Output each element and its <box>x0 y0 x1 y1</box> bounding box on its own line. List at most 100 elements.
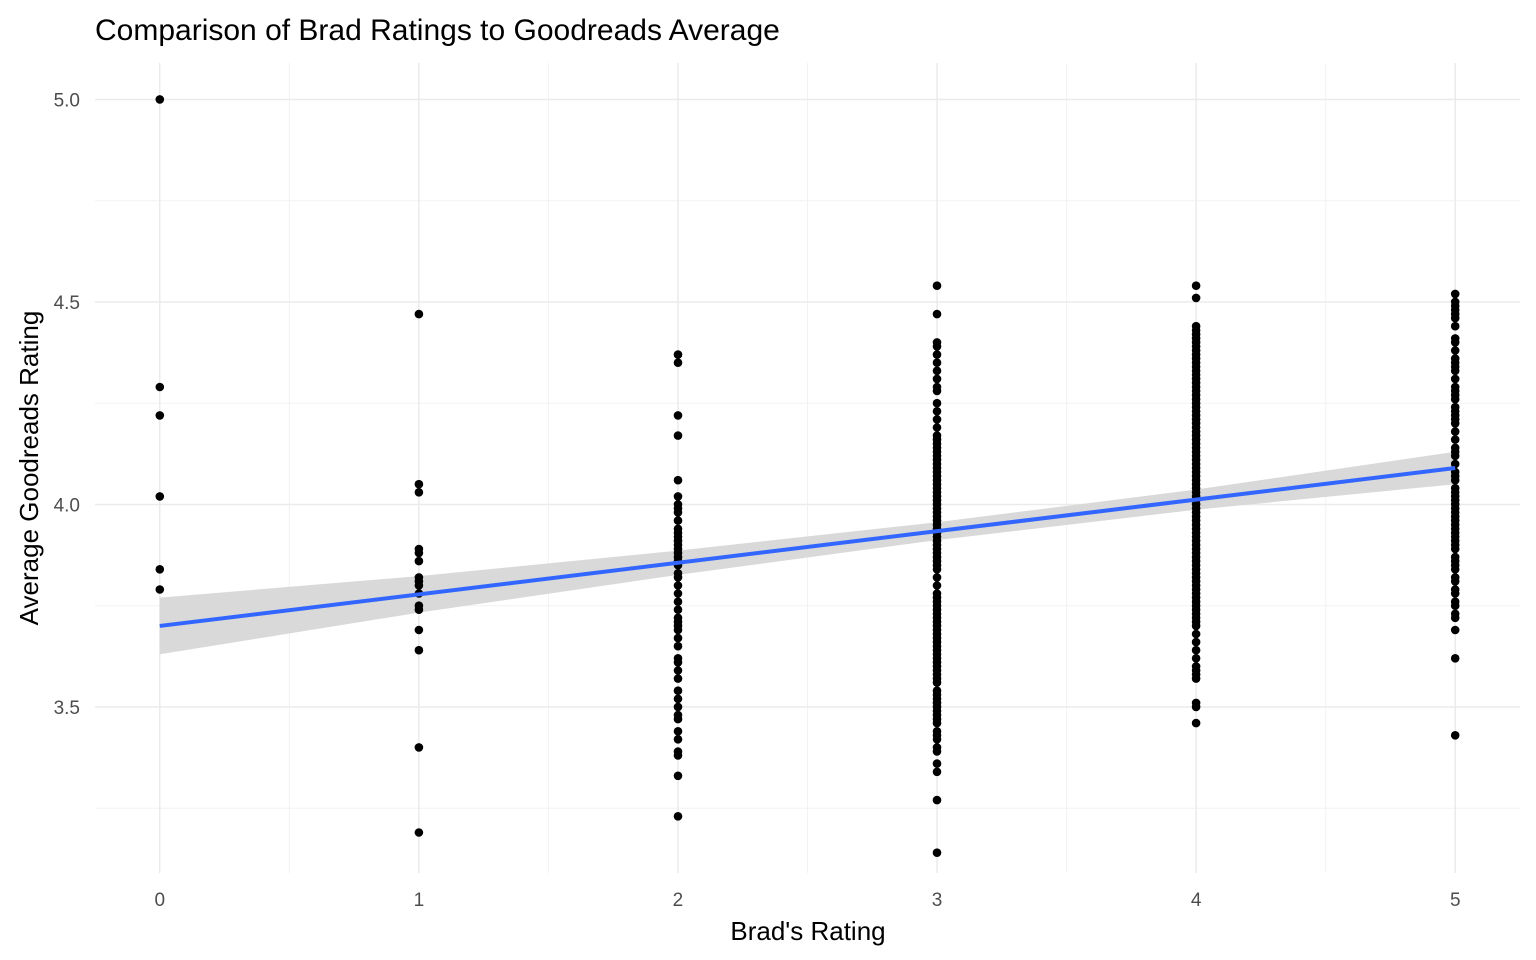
data-point <box>932 386 942 396</box>
data-point <box>673 674 683 683</box>
data-point <box>1450 451 1460 461</box>
data-point <box>1450 366 1460 376</box>
data-point <box>932 678 942 687</box>
data-point <box>1450 589 1460 598</box>
data-point <box>414 625 424 635</box>
data-point <box>932 795 942 805</box>
data-point <box>932 767 942 777</box>
data-point <box>414 645 424 655</box>
data-point <box>414 743 424 752</box>
data-point <box>1191 281 1201 291</box>
data-point <box>673 350 683 359</box>
confidence-band <box>159 451 1456 655</box>
data-point <box>1450 731 1460 740</box>
data-point <box>1450 577 1460 586</box>
x-tick-label: 2 <box>673 890 684 911</box>
data-point <box>673 597 683 606</box>
data-point <box>414 556 424 566</box>
data-point <box>932 358 942 368</box>
data-point <box>414 479 424 489</box>
data-point <box>673 751 683 760</box>
data-point <box>673 633 683 643</box>
data-point <box>673 714 683 724</box>
y-tick-label: 5.0 <box>54 90 80 111</box>
data-point <box>932 423 942 432</box>
data-point <box>1450 459 1460 469</box>
data-point <box>1450 394 1460 404</box>
data-point <box>673 581 683 590</box>
data-point <box>673 686 683 695</box>
data-point <box>932 735 942 744</box>
data-point <box>1191 629 1201 639</box>
data-point <box>932 415 942 424</box>
data-point <box>1450 313 1460 323</box>
data-point <box>932 573 942 582</box>
data-point <box>932 565 942 574</box>
data-point <box>932 374 942 384</box>
x-tick-label: 0 <box>154 890 165 911</box>
data-point <box>1450 613 1460 623</box>
data-point <box>155 411 165 420</box>
y-tick-label: 4.5 <box>54 293 80 314</box>
data-point <box>1450 565 1460 574</box>
minor-gridlines <box>95 63 1520 873</box>
data-point <box>673 516 683 525</box>
data-point <box>1450 654 1460 663</box>
x-tick-label: 5 <box>1450 890 1461 911</box>
data-point <box>932 342 942 351</box>
data-point <box>1450 374 1460 384</box>
y-tick-label: 4.0 <box>54 495 80 516</box>
data-point <box>932 848 942 857</box>
data-point <box>673 411 683 420</box>
data-point <box>932 398 942 408</box>
data-point <box>673 641 683 651</box>
data-point <box>673 508 683 517</box>
x-tick-label: 1 <box>414 890 425 911</box>
data-point <box>1450 338 1460 347</box>
data-point <box>1191 637 1201 647</box>
data-point <box>673 694 683 704</box>
data-point <box>932 747 942 756</box>
x-axis-tick-labels: 0 1 2 3 4 5 <box>154 890 1460 911</box>
chart-title: Comparison of Brad Ratings to Goodreads … <box>95 14 780 47</box>
data-point <box>673 812 683 821</box>
data-point <box>414 828 424 837</box>
data-point <box>1191 702 1201 712</box>
data-point <box>673 431 683 440</box>
data-point <box>673 727 683 736</box>
data-point <box>414 488 424 497</box>
data-point <box>155 382 165 392</box>
y-axis-tick-labels: 3.5 4.0 4.5 5.0 <box>54 90 80 719</box>
data-point <box>673 771 683 781</box>
data-points <box>155 95 1460 857</box>
data-point <box>1450 419 1460 428</box>
data-point <box>932 581 942 590</box>
data-point <box>1450 475 1460 485</box>
data-point <box>673 735 683 744</box>
x-axis-title: Brad's Rating <box>730 916 885 946</box>
data-point <box>1450 346 1460 355</box>
data-point <box>673 573 683 582</box>
y-tick-label: 3.5 <box>54 698 80 719</box>
data-point <box>155 492 165 501</box>
data-point <box>932 281 942 291</box>
data-point <box>1450 289 1460 299</box>
data-point <box>673 492 683 501</box>
data-point <box>673 625 683 635</box>
data-point <box>155 585 165 594</box>
data-point <box>414 605 424 614</box>
data-point <box>932 366 942 376</box>
data-point <box>932 759 942 768</box>
data-point <box>673 605 683 614</box>
data-point <box>1191 621 1201 631</box>
data-point <box>155 95 165 104</box>
data-point <box>1450 625 1460 635</box>
data-point <box>673 666 683 675</box>
data-point <box>673 702 683 712</box>
data-point <box>1450 544 1460 554</box>
y-axis-title: Average Goodreads Rating <box>14 311 44 626</box>
data-point <box>1191 674 1201 683</box>
x-tick-label: 3 <box>932 890 943 911</box>
data-point <box>414 548 424 558</box>
